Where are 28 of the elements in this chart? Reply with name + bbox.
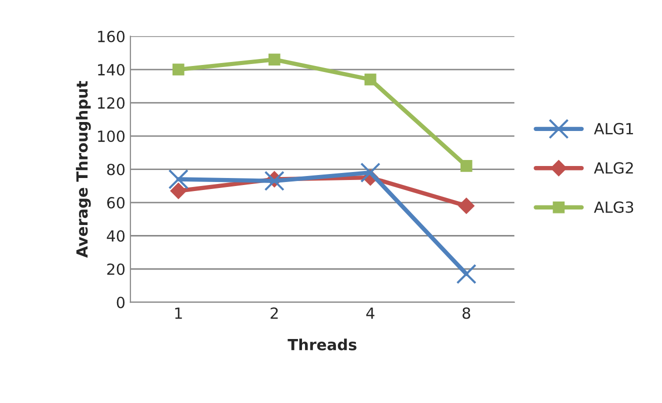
point bbox=[458, 198, 475, 214]
y-tick-label: 100 bbox=[98, 130, 125, 142]
point bbox=[170, 182, 187, 200]
point bbox=[168, 169, 188, 190]
x-tick-label: 1 bbox=[175, 308, 182, 319]
point bbox=[360, 162, 380, 183]
y-tick-label: 60 bbox=[107, 196, 125, 209]
point bbox=[264, 170, 284, 191]
y-tick-label: 140 bbox=[98, 64, 125, 76]
x-tick-label: 8 bbox=[462, 307, 470, 319]
y-tick-label: 20 bbox=[107, 263, 125, 276]
point bbox=[172, 64, 184, 76]
point bbox=[268, 54, 280, 66]
x-tick-label: 4 bbox=[366, 308, 374, 319]
y-tick-label: 40 bbox=[106, 230, 125, 242]
x-axis-title: Threads bbox=[288, 338, 356, 350]
y-tick-label: 160 bbox=[98, 30, 125, 42]
y-tick-label: 0 bbox=[116, 296, 125, 308]
x-tick-label: 2 bbox=[270, 307, 278, 319]
legend-label: ALG1 bbox=[594, 122, 633, 134]
point bbox=[364, 74, 376, 86]
legend-label: ALG2 bbox=[594, 162, 633, 174]
point bbox=[456, 264, 476, 284]
y-tick-label: 80 bbox=[107, 164, 125, 176]
legend-label: ALG3 bbox=[594, 201, 634, 213]
y-tick-label: 120 bbox=[98, 97, 125, 109]
y-axis-title: Average Throughput bbox=[76, 81, 91, 258]
point bbox=[460, 160, 472, 172]
